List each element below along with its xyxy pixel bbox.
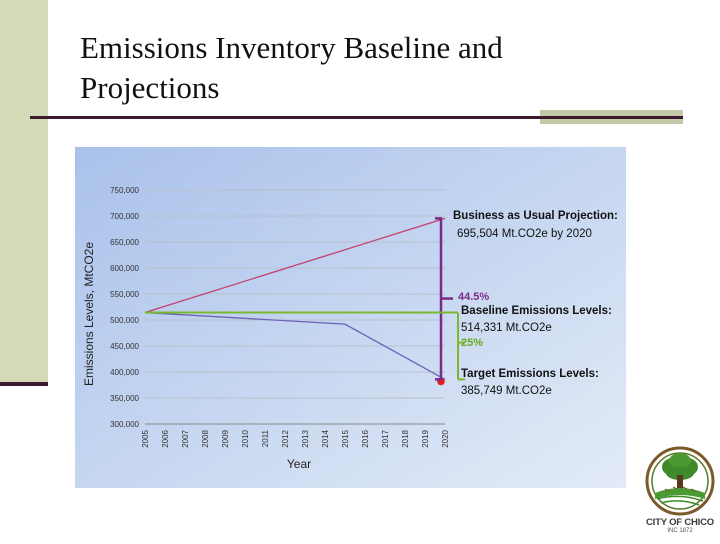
city-of-chico-logo: CITY OF CHICO INC 1872 [643,443,717,539]
y-tick-label: 400,000 [110,368,139,377]
x-tick-label: 2007 [181,429,190,447]
x-tick-label: 2005 [141,429,150,447]
emissions-chart: 300,000 350,000 400,000 450,000 500,000 550,0… [75,147,626,488]
left-accent-line [0,382,48,386]
baseline-title: Baseline Emissions Levels: [461,305,612,317]
pct-bau: 44.5% [458,291,489,303]
x-tick-label: 2012 [281,429,290,447]
x-tick-label: 2009 [221,429,230,447]
x-tick-label: 2019 [421,429,430,447]
chart-background [75,147,626,488]
x-tick-label: 2014 [321,429,330,447]
logo-subtext: INC 1872 [667,528,693,534]
slide-title: Emissions Inventory Baseline and Project… [80,30,503,105]
x-tick-label: 2016 [361,429,370,447]
bau-projection-line [144,217,446,314]
target-trajectory-line [144,311,446,380]
baseline-value: 514,331 Mt.CO2e [461,322,552,334]
chart-svg: 300,000 350,000 400,000 450,000 500,000 550,0… [75,147,626,488]
target-value: 385,749 Mt.CO2e [461,385,552,397]
x-tick-label: 2020 [441,429,450,447]
title-rule-right [540,116,683,119]
y-tick-label: 300,000 [110,420,139,429]
x-tick-label: 2013 [301,429,310,447]
y-tick-label: 500,000 [110,316,139,325]
x-tick-label: 2008 [201,429,210,447]
y-tick-label: 550,000 [110,290,139,299]
y-tick-label: 450,000 [110,342,139,351]
bau-value: 695,504 Mt.CO2e by 2020 [457,228,592,240]
x-tick-label: 2011 [261,429,270,447]
logo-seal-icon [645,446,715,516]
x-tick-label: 2015 [341,429,350,447]
logo-text: CITY OF CHICO [646,517,714,528]
x-tick-label: 2018 [401,429,410,447]
y-tick-label: 750,000 [110,186,139,195]
left-accent-bar [0,0,48,385]
y-tick-label: 700,000 [110,212,139,221]
y-tick-label: 350,000 [110,394,139,403]
y-axis-label: Emissions Levels, MtCO2e [82,242,96,386]
bau-title: Business as Usual Projection: [453,210,618,222]
target-title: Target Emissions Levels: [461,368,599,380]
x-tick-label: 2017 [381,429,390,447]
y-tick-label: 600,000 [110,264,139,273]
x-tick-label: 2006 [161,429,170,447]
y-tick-label: 650,000 [110,238,139,247]
pct-baseline: 25% [461,337,483,349]
title-rule [30,116,540,119]
x-axis-label: Year [287,457,311,471]
x-tick-label: 2010 [241,429,250,447]
